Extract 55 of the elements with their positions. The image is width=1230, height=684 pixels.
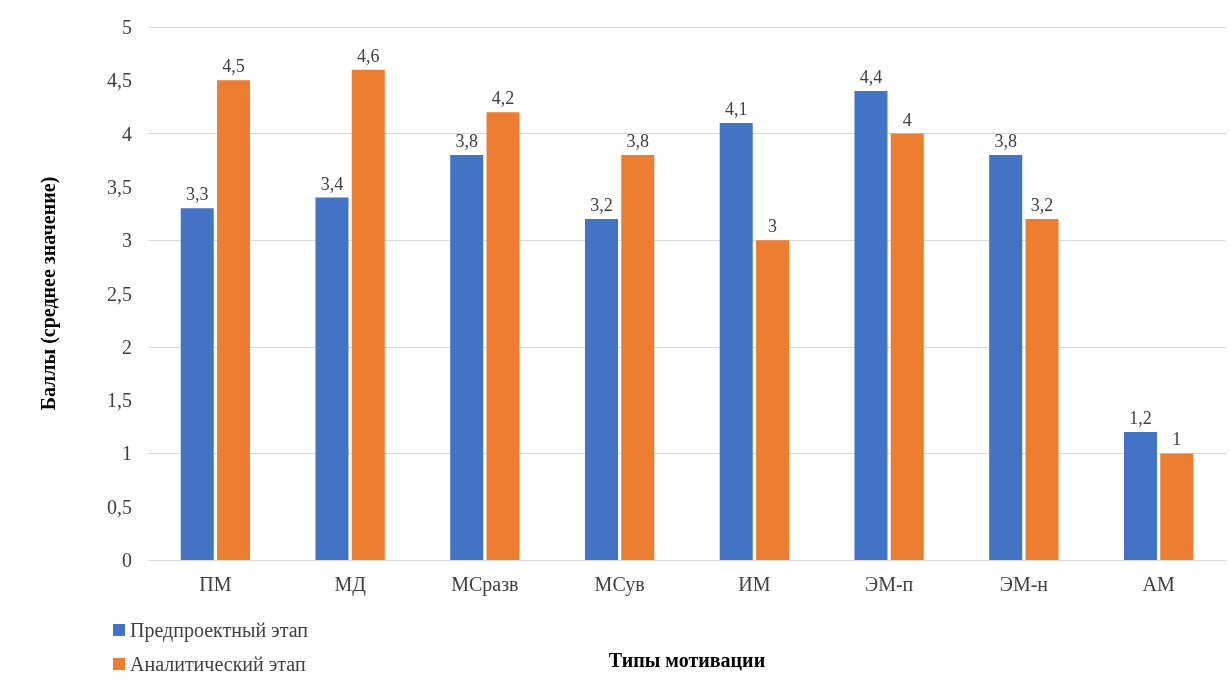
x-tick-label: ИМ (738, 573, 771, 595)
bar (315, 197, 349, 560)
bar (756, 240, 790, 560)
data-label: 4,5 (222, 56, 245, 77)
y-tick-label: 5 (122, 16, 132, 38)
bar (180, 208, 214, 560)
data-label: 3,2 (590, 194, 613, 215)
x-tick-label: МСразв (451, 573, 519, 596)
y-axis-title: Баллы (среднее значение) (37, 176, 60, 411)
data-label: 4 (902, 109, 912, 130)
data-label: 3 (768, 216, 778, 237)
data-label: 3,2 (1030, 194, 1054, 215)
bar (621, 154, 655, 560)
bar (351, 69, 385, 560)
legend-label: Аналитический этап (130, 653, 306, 675)
y-tick-label: 1,5 (107, 389, 132, 412)
bar (989, 154, 1023, 560)
data-label: 3,3 (185, 184, 209, 205)
data-label: 3,8 (994, 130, 1017, 151)
bar (584, 218, 618, 560)
y-tick-label: 2 (122, 335, 132, 358)
data-label: 4,4 (859, 66, 883, 87)
x-tick-label: ЭМ-н (999, 573, 1049, 595)
x-tick-label: ПМ (199, 573, 232, 595)
data-label: 3,8 (626, 130, 650, 151)
x-tick-label: ЭМ-п (864, 573, 914, 595)
data-label: 4,6 (357, 45, 380, 66)
bar (719, 122, 753, 560)
data-label: 1 (1172, 429, 1182, 450)
x-tick-label: АМ (1142, 573, 1175, 595)
bar (1123, 432, 1157, 560)
y-tick-label: 3,5 (107, 175, 132, 198)
bar (217, 80, 251, 560)
bar (450, 154, 484, 560)
bar (890, 133, 924, 560)
y-tick-label: 0,5 (107, 495, 132, 518)
bar (1160, 453, 1194, 560)
y-tick-label: 1 (122, 442, 132, 465)
y-tick-label: 2,5 (107, 282, 132, 305)
bar (1025, 218, 1059, 560)
y-tick-label: 0 (122, 549, 132, 571)
legend-label: Предпроектный этап (130, 619, 309, 642)
y-tick-label: 4,5 (107, 69, 132, 92)
data-label: 4,2 (491, 88, 515, 109)
data-label: 3,4 (320, 173, 344, 194)
x-axis-title: Типы мотивации (608, 649, 766, 671)
data-label: 3,8 (455, 130, 478, 151)
y-tick-label: 3 (122, 229, 132, 252)
bar (854, 90, 888, 560)
x-tick-label: МД (334, 573, 367, 596)
y-tick-label: 4 (122, 122, 132, 145)
data-label: 1,2 (1129, 408, 1152, 429)
data-label: 4,1 (724, 98, 748, 119)
x-tick-label: МСув (594, 573, 645, 596)
bar (486, 112, 520, 560)
